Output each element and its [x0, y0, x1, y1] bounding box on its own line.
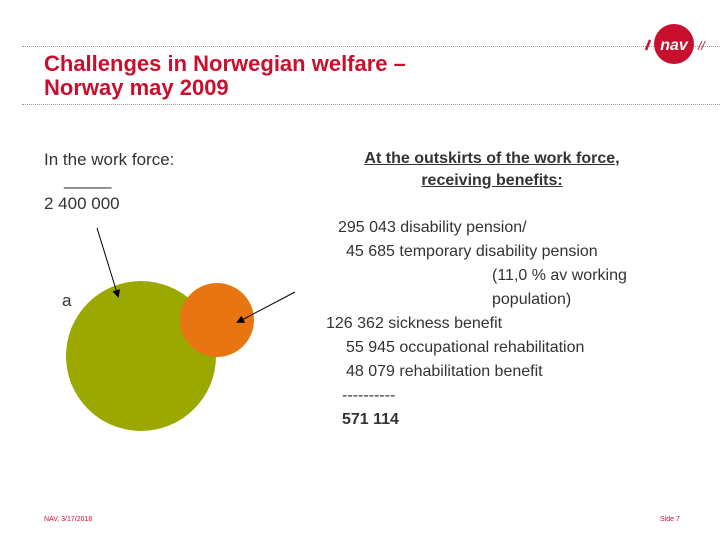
workforce-underline: _____ [64, 170, 112, 189]
workforce-count: 2 400 000 [44, 194, 120, 213]
title-line-1: Challenges in Norwegian welfare – [44, 51, 406, 76]
logo-text: nav [660, 37, 689, 54]
header-bottom-rule [22, 104, 720, 105]
workforce-label: In the work force: [44, 150, 175, 169]
benefit-line: population) [492, 291, 572, 308]
logo-red-circle-icon [654, 24, 694, 64]
workforce-circle [66, 281, 216, 431]
benefit-line: (11,0 % av working [492, 267, 627, 284]
logo-slash-left-icon [644, 39, 652, 51]
arrow-to-workforce [96, 227, 121, 298]
benefits-heading-line-2: receiving benefits: [421, 172, 563, 189]
title-line-2: Norway may 2009 [44, 75, 229, 100]
benefit-separator: ---------- [342, 387, 396, 404]
benefit-line: 45 685 temporary disability pension [346, 243, 598, 260]
benefits-heading-line-1: At the outskirts of the work force, [364, 150, 620, 167]
partial-text: a [62, 291, 72, 310]
arrow-to-outskirts [236, 291, 296, 323]
benefit-line: 48 079 rehabilitation benefit [346, 363, 543, 380]
benefit-line: 126 362 sickness benefit [326, 315, 503, 332]
footer-page-number: Side 7 [660, 516, 680, 523]
nav-logo: nav // [644, 24, 706, 64]
page-title: Challenges in Norwegian welfare – Norway… [44, 52, 604, 100]
benefits-heading: At the outskirts of the work force, rece… [322, 148, 662, 192]
outskirts-circle [180, 283, 254, 357]
header-top-rule [22, 46, 720, 47]
benefit-line: 55 945 occupational rehabilitation [346, 339, 585, 356]
logo-marks: // [697, 39, 706, 53]
footer-date: NAV, 3/17/2018 [44, 516, 93, 523]
benefit-total: 571 114 [342, 411, 399, 428]
benefit-line: 295 043 disability pension/ [338, 219, 527, 236]
